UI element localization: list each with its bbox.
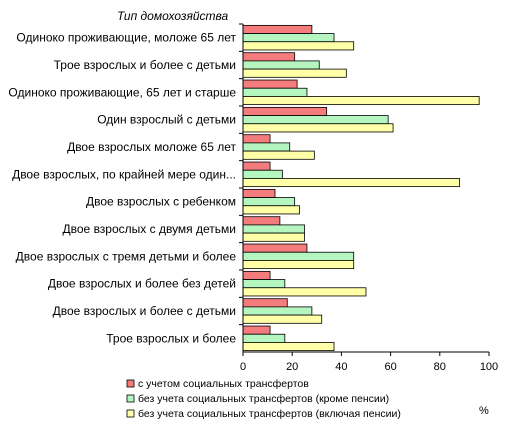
category-label: Двое взрослых и более без детей bbox=[48, 277, 236, 291]
x-axis-unit: % bbox=[479, 405, 489, 417]
bar-series2-row9 bbox=[242, 251, 355, 261]
bar-series1-row7 bbox=[242, 188, 276, 198]
category-label: Двое взрослых с тремя детьми и более bbox=[16, 249, 237, 263]
category-label: Одиноко проживающие, 65 лет и старше bbox=[8, 85, 236, 99]
x-tick-label: 60 bbox=[384, 361, 396, 373]
category-label: Двое взрослых с ребенком bbox=[86, 195, 236, 209]
bar-series1-row12 bbox=[242, 325, 271, 335]
category-label: Двое взрослых с двумя детьми bbox=[63, 222, 236, 236]
bar-series3-row9 bbox=[242, 260, 355, 270]
bar-series1-row10 bbox=[242, 270, 271, 280]
bar-series2-row4 bbox=[242, 115, 389, 125]
bar-series2-row12 bbox=[242, 333, 286, 343]
bar-series1-row3 bbox=[242, 79, 298, 89]
legend-label-series3: без учета социальных трансфертов (включа… bbox=[138, 408, 401, 420]
bar-series3-row10 bbox=[242, 287, 367, 297]
bar-series2-row10 bbox=[242, 279, 286, 289]
bar-series2-row6 bbox=[242, 169, 283, 179]
category-label: Один взрослый с детьми bbox=[97, 113, 236, 127]
bar-series3-row1 bbox=[242, 41, 355, 51]
category-label: Двое взрослых, по крайней мере один... bbox=[12, 167, 236, 181]
bar-series1-row2 bbox=[242, 52, 296, 62]
bar-series3-row4 bbox=[242, 123, 394, 133]
bar-series2-row8 bbox=[242, 224, 305, 234]
bar-series1-row1 bbox=[242, 24, 313, 34]
x-tick-label: 0 bbox=[240, 361, 246, 373]
x-tick-label: 40 bbox=[335, 361, 347, 373]
bar-series3-row11 bbox=[242, 314, 323, 324]
bar-series3-row7 bbox=[242, 205, 300, 215]
category-label: Трое взрослых и более bbox=[106, 331, 236, 345]
bar-series2-row11 bbox=[242, 306, 313, 316]
category-label: Одиноко проживающие, моложе 65 лет bbox=[16, 31, 236, 45]
bar-series2-row5 bbox=[242, 142, 291, 152]
bar-series1-row8 bbox=[242, 216, 281, 226]
bar-series2-row1 bbox=[242, 33, 335, 43]
legend-label-series2: без учета социальных трансфертов (кроме … bbox=[138, 393, 389, 405]
bar-series3-row2 bbox=[242, 68, 347, 78]
category-axis-title: Тип домохозяйства bbox=[117, 9, 229, 23]
bar-series1-row5 bbox=[242, 134, 271, 144]
bar-series3-row3 bbox=[242, 96, 480, 106]
x-tick-label: 100 bbox=[480, 361, 498, 373]
bar-series3-row8 bbox=[242, 232, 305, 242]
category-label: Двое взрослых и более с детьми bbox=[53, 304, 236, 318]
category-label: Двое взрослых моложе 65 лет bbox=[67, 140, 236, 154]
legend-swatch-series2 bbox=[126, 394, 135, 403]
bar-series3-row6 bbox=[242, 178, 460, 188]
bar-series1-row11 bbox=[242, 298, 288, 308]
legend-swatch-series1 bbox=[126, 379, 135, 388]
legend-label-series1: с учетом социальных трансфертов bbox=[138, 378, 309, 390]
bar-series1-row6 bbox=[242, 161, 271, 171]
bar-series1-row9 bbox=[242, 243, 308, 253]
bar-series2-row2 bbox=[242, 60, 320, 70]
bar-series2-row3 bbox=[242, 87, 308, 97]
bar-series2-row7 bbox=[242, 197, 296, 207]
x-tick-label: 20 bbox=[286, 361, 298, 373]
bar-series1-row4 bbox=[242, 106, 328, 116]
bar-series3-row5 bbox=[242, 150, 315, 160]
bar-series3-row12 bbox=[242, 342, 335, 352]
category-label: Трое взрослых и более с детьми bbox=[54, 58, 236, 72]
legend-swatch-series3 bbox=[126, 409, 135, 418]
x-tick-label: 80 bbox=[434, 361, 446, 373]
